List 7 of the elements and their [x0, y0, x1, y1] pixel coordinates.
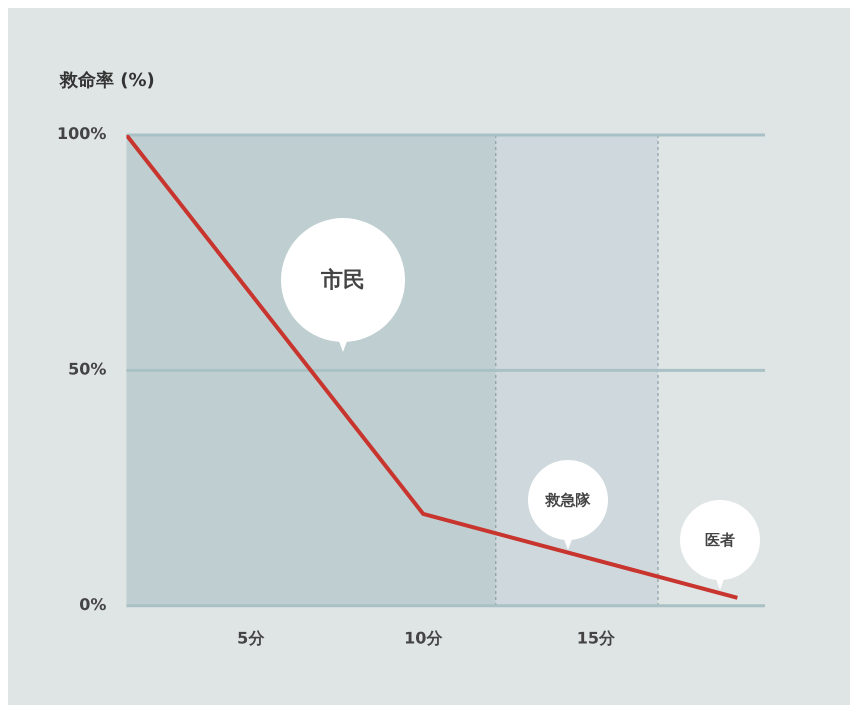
y-axis-title: 救命率 (%): [60, 69, 155, 92]
y-tick-label: 0%: [79, 594, 106, 614]
x-tick-label: 15分: [576, 628, 616, 648]
y-tick-label: 50%: [68, 360, 106, 379]
x-tick-label: 5分: [237, 628, 266, 648]
x-tick-label: 10分: [404, 628, 444, 648]
y-tick-label: 100%: [56, 124, 106, 144]
